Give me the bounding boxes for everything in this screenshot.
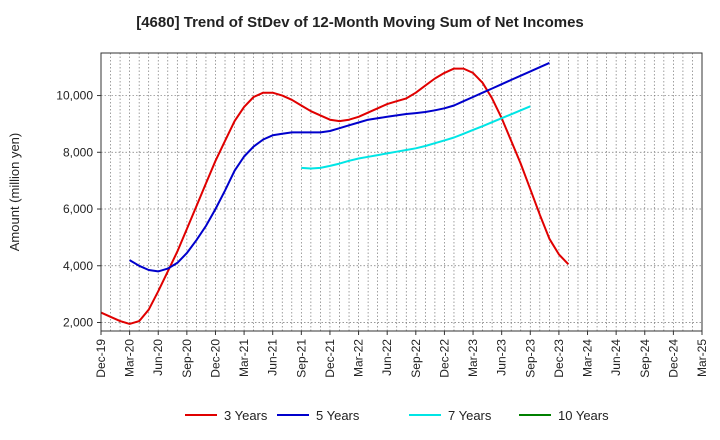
x-tick-label: Mar-25 — [695, 339, 709, 377]
x-tick-label: Sep-23 — [523, 339, 537, 378]
x-tick-label: Sep-22 — [409, 339, 423, 378]
plot-frame — [100, 52, 703, 332]
chart-title: [4680] Trend of StDev of 12-Month Moving… — [136, 14, 584, 31]
y-axis-ticks: 2,000 4,000 6,000 8,000 10,000 — [56, 89, 101, 329]
x-tick-label: Dec-23 — [552, 339, 566, 378]
x-tick-label: Mar-24 — [581, 339, 595, 377]
x-tick-label: Jun-21 — [266, 339, 280, 376]
x-tick-label: Dec-21 — [323, 339, 337, 378]
x-tick-label: Sep-20 — [180, 339, 194, 378]
y-axis-label: Amount (million yen) — [7, 133, 22, 252]
legend-label: 10 Years — [558, 408, 609, 423]
x-tick-label: Jun-23 — [495, 339, 509, 376]
x-tick-label: Dec-20 — [208, 339, 222, 378]
y-tick-label: 8,000 — [63, 145, 93, 159]
y-tick-label: 4,000 — [63, 259, 93, 273]
series-line — [100, 67, 570, 325]
series-line — [129, 61, 550, 273]
y-tick-label: 10,000 — [56, 89, 93, 103]
grid — [101, 53, 702, 331]
series-line — [301, 105, 531, 170]
x-axis-ticks: Dec-19 Mar-20 Jun-20 Sep-20 Dec-20 Mar-21 Jun-… — [94, 331, 709, 378]
legend: 3 Years 5 Years 7 Years 10 Years — [185, 408, 609, 423]
x-tick-label: Mar-21 — [237, 339, 251, 377]
y-tick-label: 2,000 — [63, 315, 93, 329]
x-tick-label: Mar-23 — [466, 339, 480, 377]
series-lines — [100, 61, 570, 325]
legend-label: 3 Years — [224, 408, 268, 423]
x-tick-label: Dec-19 — [94, 339, 108, 378]
x-tick-label: Sep-21 — [294, 339, 308, 378]
x-tick-label: Mar-20 — [123, 339, 137, 377]
y-tick-label: 6,000 — [63, 202, 93, 216]
x-tick-label: Dec-22 — [437, 339, 451, 378]
legend-label: 5 Years — [316, 408, 360, 423]
x-tick-label: Jun-22 — [380, 339, 394, 376]
x-tick-label: Jun-24 — [609, 339, 623, 376]
x-tick-label: Dec-24 — [666, 339, 680, 378]
x-tick-label: Mar-22 — [352, 339, 366, 377]
x-tick-label: Sep-24 — [638, 339, 652, 378]
x-tick-label: Jun-20 — [151, 339, 165, 376]
legend-label: 7 Years — [448, 408, 492, 423]
